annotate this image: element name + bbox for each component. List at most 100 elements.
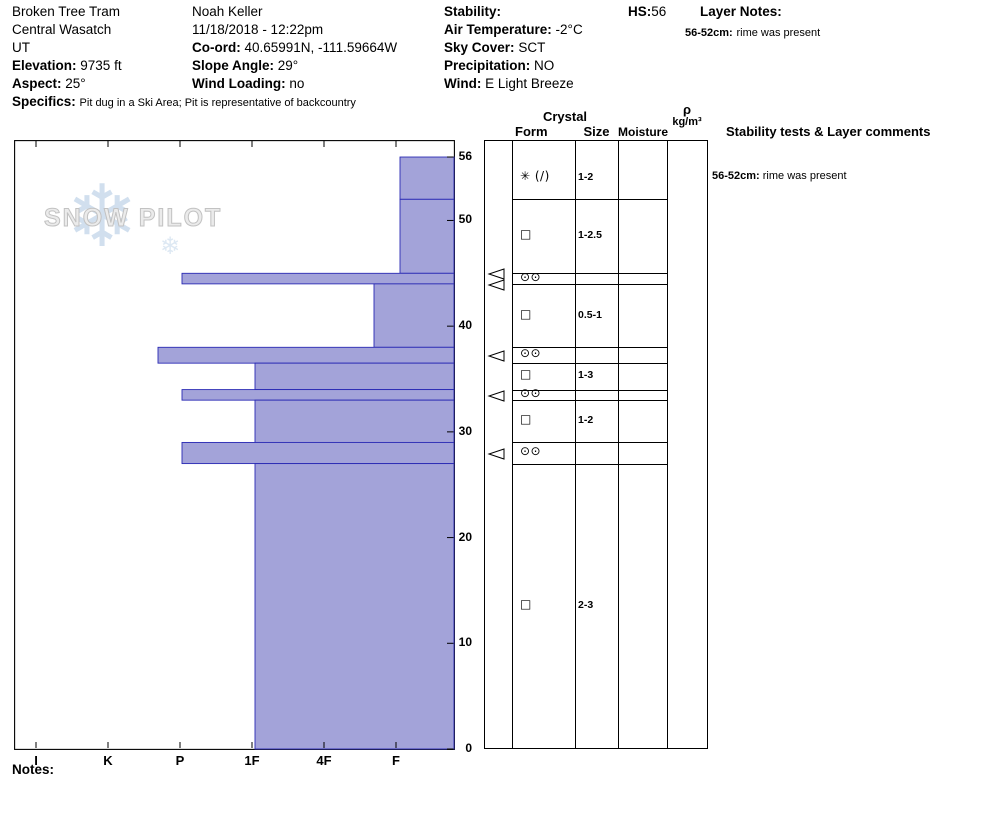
layer-boundary-line [512,400,667,401]
layer-bar [399,198,455,274]
table-column-line [575,140,576,749]
col-header-moisture: Moisture [618,125,669,139]
crystal-size: 0.5-1 [578,308,602,321]
elevation-line: Elevation: 9735 ft [12,58,122,74]
crystal-size: 1-2 [578,171,594,184]
table-column-line [484,140,485,749]
col-header-rho: ρ [682,102,692,117]
layer-boundary-line [512,464,667,465]
precip-label: Precipitation: [444,58,531,73]
table-top-line [484,140,708,141]
sky-cover-line: Sky Cover: SCT [444,40,545,56]
depth-tick-label: 40 [458,318,472,333]
layer-note-line: 56-52cm: rime was present [685,24,820,41]
crystal-size: 1-3 [578,369,594,382]
datetime: 11/18/2018 - 12:22pm [192,22,324,37]
slope-angle-line: Slope Angle: 29° [192,58,298,74]
air-temp-value: -2°C [555,22,583,37]
hs-value: 56 [651,4,667,19]
slope-angle-value: 29° [277,58,299,73]
layer-boundary-line [512,199,667,200]
table-column-line [667,140,668,749]
aspect-label: Aspect: [12,76,62,91]
coord-value: 40.65991N, -111.59664W [244,40,398,55]
crystal-size: 2-3 [578,599,594,612]
col-header-form: Form [515,124,548,139]
wind-loading-line: Wind Loading: no [192,76,304,92]
depth-tick-label: 30 [458,423,472,438]
crystal-form-symbol: □ [520,412,532,427]
layer-table: ✳ (/) 1-2 56-52cm: rime was present □ 1-2.5 ⊙… [484,140,978,750]
wind-line: Wind: E Light Breeze [444,76,574,92]
specifics-line: Specifics: Pit dug in a Ski Area; Pit is… [12,94,356,111]
mountain-range: Central Wasatch [12,22,112,37]
layer-bar [373,283,455,348]
layer-bar [399,156,455,200]
layer-boundary-line [512,273,667,274]
layer-bar [254,463,455,750]
depth-tick-label: 0 [465,741,472,755]
col-header-rho-units: kg/m³ [672,116,702,128]
layer-comment: 56-52cm: rime was present [712,170,847,183]
col-header-size: Size [583,124,610,139]
hardness-axis-label: F [392,753,400,768]
layer-note-text: rime was present [736,27,821,39]
air-temp-line: Air Temperature: -2°C [444,22,583,38]
hardness-axis-label: P [175,753,185,768]
layer-boundary-line [512,284,667,285]
sky-cover-value: SCT [518,40,546,55]
table-bottom-line [484,748,708,749]
crystal-form-symbol: ✳ (/) [520,169,550,184]
hardness-axis-label: 1F [244,753,260,768]
wind-value: E Light Breeze [485,76,574,91]
table-column-line [512,140,513,749]
layer-boundary-line [512,347,667,348]
depth-tick-label: 56 [458,149,472,164]
crystal-form-symbol: □ [520,306,532,321]
layer-notes-label: Layer Notes: [700,4,782,19]
stability-label: Stability: [444,4,502,19]
layer-flag-icon [486,267,506,280]
hs-line: HS:56 [628,4,666,20]
hardness-axis-label: K [103,753,113,768]
aspect-line: Aspect: 25° [12,76,86,92]
aspect-value: 25° [65,76,86,91]
coord-label: Co-ord: [192,40,241,55]
crystal-form-symbol: □ [520,227,532,242]
crystal-form-symbol: ⊙⊙ [520,444,542,458]
crystal-form-symbol: ⊙⊙ [520,269,542,284]
crystal-size: 1-2 [578,414,594,427]
layer-boundary-line [512,363,667,364]
hs-label: HS: [628,4,652,19]
col-header-crystal: Crystal [542,109,588,124]
layer-boundary-line [512,442,667,443]
layer-boundary-line [512,390,667,391]
coord-line: Co-ord: 40.65991N, -111.59664W [192,40,397,56]
depth-tick-label: 50 [458,212,472,227]
crystal-form-symbol: □ [520,597,532,612]
layer-bar [181,272,455,285]
crystal-form-symbol: □ [520,367,532,382]
precip-value: NO [534,58,555,73]
table-column-line [618,140,619,749]
col-header-stability-comments: Stability tests & Layer comments [726,124,931,139]
layer-note-depth: 56-52cm: [685,27,733,39]
hardness-axis-label: 4F [316,753,332,768]
wind-label: Wind: [444,76,482,91]
layer-flag-icon [486,447,506,460]
crystal-size: 1-2.5 [578,229,602,242]
specifics-label: Specifics: [12,94,76,109]
wind-loading-label: Wind Loading: [192,76,286,91]
stability-line: Stability: [444,4,501,20]
hardness-axis-label: I [34,753,38,768]
layer-comment-depth: 56-52cm: [712,170,763,183]
layer-flag-icon [486,349,506,362]
depth-tick-label: 10 [458,635,472,650]
depth-tick-label: 20 [458,529,472,544]
state: UT [12,40,30,55]
layer-bar [181,389,455,401]
hardness-profile-chart: ❄ ❄ SNOW PILOT [14,140,455,750]
layer-bar [254,362,455,391]
layer-bar [157,346,455,364]
